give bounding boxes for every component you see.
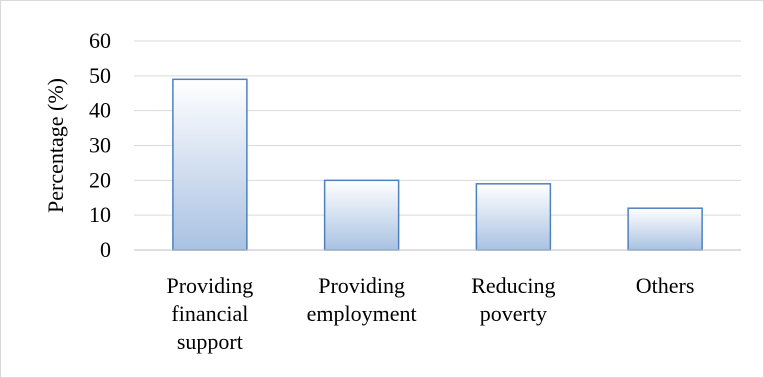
- labels: 0 10 20 30 40 50 60 Providing financial support Pr…: [89, 28, 694, 354]
- y-axis-title: Percentage (%): [43, 78, 68, 213]
- bar-2: [475, 183, 552, 251]
- x-category-label: Reducing poverty: [471, 273, 555, 326]
- bar-0: [172, 78, 248, 251]
- bar-3: [627, 207, 703, 251]
- bars: [172, 78, 703, 251]
- y-tick-label: 0: [100, 237, 111, 262]
- y-tick-label: 50: [89, 63, 111, 88]
- y-tick-label: 60: [89, 28, 111, 53]
- x-category-label: Others: [636, 273, 695, 298]
- y-tick-label: 10: [89, 202, 111, 227]
- y-tick-label: 40: [89, 98, 111, 123]
- bar-1: [323, 179, 400, 251]
- x-category-label: Providing financial support: [166, 273, 253, 354]
- y-tick-label: 30: [89, 133, 111, 158]
- y-tick-label: 20: [89, 167, 111, 192]
- x-category-label: Providing employment: [307, 273, 417, 326]
